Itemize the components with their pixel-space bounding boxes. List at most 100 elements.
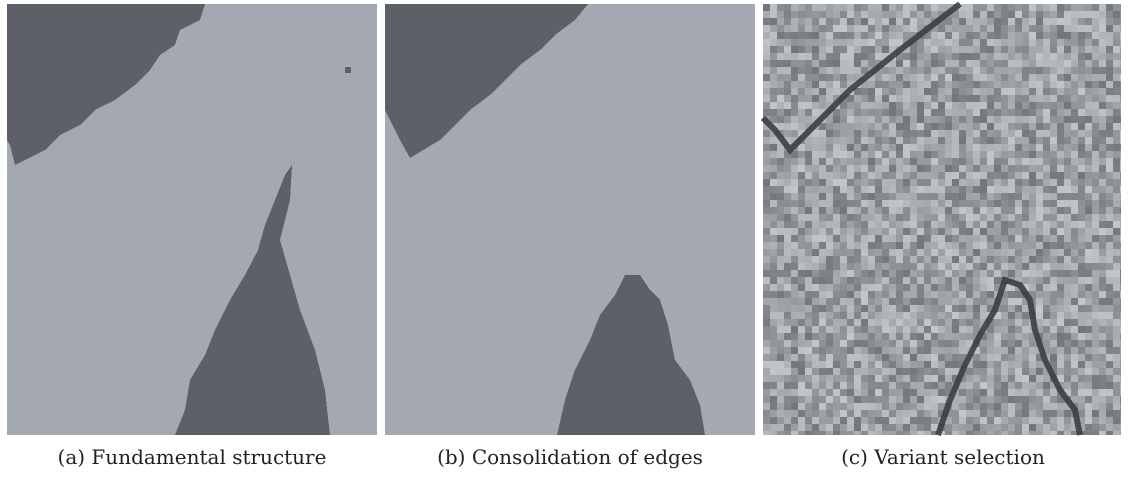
noise-pixel [882, 249, 889, 256]
noise-pixel [812, 375, 819, 382]
noise-pixel [924, 179, 931, 186]
noise-pixel [952, 319, 959, 326]
noise-pixel [812, 200, 819, 207]
noise-pixel [889, 74, 896, 81]
noise-pixel [854, 242, 861, 249]
noise-pixel [1029, 88, 1036, 95]
noise-pixel [896, 382, 903, 389]
noise-pixel [945, 305, 952, 312]
noise-pixel [945, 270, 952, 277]
noise-pixel [1106, 333, 1113, 340]
noise-pixel [875, 347, 882, 354]
noise-pixel [840, 116, 847, 123]
noise-pixel [1008, 305, 1015, 312]
noise-pixel [1022, 263, 1029, 270]
noise-pixel [847, 39, 854, 46]
noise-pixel [847, 4, 854, 11]
noise-pixel [798, 340, 805, 347]
noise-pixel [945, 368, 952, 375]
noise-pixel [784, 235, 791, 242]
noise-pixel [1085, 389, 1092, 396]
noise-pixel [1029, 242, 1036, 249]
noise-pixel [833, 137, 840, 144]
noise-pixel [1022, 67, 1029, 74]
noise-pixel [896, 298, 903, 305]
noise-pixel [1043, 221, 1050, 228]
noise-pixel [819, 46, 826, 53]
noise-pixel [847, 207, 854, 214]
noise-pixel [833, 123, 840, 130]
noise-pixel [952, 193, 959, 200]
noise-pixel [987, 284, 994, 291]
noise-pixel [882, 172, 889, 179]
noise-pixel [917, 228, 924, 235]
noise-pixel [1015, 389, 1022, 396]
noise-pixel [1057, 319, 1064, 326]
noise-pixel [847, 221, 854, 228]
noise-pixel [1120, 172, 1121, 179]
noise-pixel [1085, 130, 1092, 137]
noise-pixel [903, 158, 910, 165]
noise-pixel [1057, 74, 1064, 81]
noise-pixel [805, 193, 812, 200]
noise-pixel [896, 32, 903, 39]
noise-pixel [945, 25, 952, 32]
noise-pixel [833, 46, 840, 53]
noise-pixel [1078, 53, 1085, 60]
noise-pixel [1120, 53, 1121, 60]
noise-pixel [1043, 263, 1050, 270]
noise-pixel [945, 382, 952, 389]
noise-pixel [847, 109, 854, 116]
noise-pixel [924, 235, 931, 242]
noise-pixel [924, 116, 931, 123]
noise-pixel [910, 389, 917, 396]
noise-pixel [805, 340, 812, 347]
noise-pixel [931, 235, 938, 242]
noise-pixel [1120, 207, 1121, 214]
noise-pixel [1064, 291, 1071, 298]
noise-pixel [931, 137, 938, 144]
noise-pixel [938, 81, 945, 88]
noise-pixel [847, 186, 854, 193]
noise-pixel [1099, 88, 1106, 95]
noise-pixel [924, 228, 931, 235]
noise-pixel [805, 256, 812, 263]
noise-pixel [784, 53, 791, 60]
noise-pixel [1043, 298, 1050, 305]
noise-pixel [1120, 193, 1121, 200]
noise-pixel [938, 228, 945, 235]
noise-pixel [861, 53, 868, 60]
noise-pixel [1008, 410, 1015, 417]
noise-pixel [938, 25, 945, 32]
noise-pixel [1064, 347, 1071, 354]
noise-pixel [924, 361, 931, 368]
noise-pixel [812, 207, 819, 214]
noise-pixel [924, 249, 931, 256]
noise-pixel [1120, 200, 1121, 207]
noise-pixel [945, 221, 952, 228]
noise-pixel [1043, 319, 1050, 326]
noise-pixel [889, 81, 896, 88]
noise-pixel [826, 39, 833, 46]
noise-pixel [805, 389, 812, 396]
noise-pixel [882, 389, 889, 396]
noise-pixel [826, 151, 833, 158]
noise-pixel [1036, 312, 1043, 319]
noise-pixel [1001, 333, 1008, 340]
noise-pixel [847, 319, 854, 326]
panel-a [7, 4, 377, 435]
noise-pixel [770, 410, 777, 417]
noise-pixel [889, 228, 896, 235]
noise-pixel [1057, 403, 1064, 410]
noise-pixel [945, 277, 952, 284]
noise-pixel [1078, 354, 1085, 361]
noise-pixel [1001, 214, 1008, 221]
noise-pixel [763, 25, 770, 32]
noise-pixel [1120, 249, 1121, 256]
noise-pixel [1099, 165, 1106, 172]
noise-pixel [854, 46, 861, 53]
noise-pixel [994, 151, 1001, 158]
noise-pixel [987, 11, 994, 18]
noise-pixel [896, 200, 903, 207]
noise-pixel [1043, 214, 1050, 221]
